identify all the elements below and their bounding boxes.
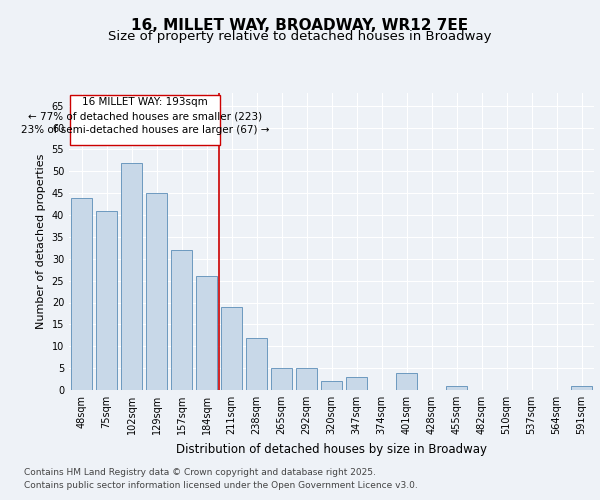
X-axis label: Distribution of detached houses by size in Broadway: Distribution of detached houses by size … [176, 442, 487, 456]
Text: 16 MILLET WAY: 193sqm: 16 MILLET WAY: 193sqm [82, 97, 208, 107]
Text: Contains HM Land Registry data © Crown copyright and database right 2025.: Contains HM Land Registry data © Crown c… [24, 468, 376, 477]
Bar [171, 250, 192, 390]
Text: ← 77% of detached houses are smaller (223): ← 77% of detached houses are smaller (22… [28, 112, 262, 122]
Text: Contains public sector information licensed under the Open Government Licence v3: Contains public sector information licen… [24, 480, 418, 490]
Text: 23% of semi-detached houses are larger (67) →: 23% of semi-detached houses are larger (… [21, 126, 269, 136]
Text: Size of property relative to detached houses in Broadway: Size of property relative to detached ho… [108, 30, 492, 43]
Text: 16, MILLET WAY, BROADWAY, WR12 7EE: 16, MILLET WAY, BROADWAY, WR12 7EE [131, 18, 469, 32]
Y-axis label: Number of detached properties: Number of detached properties [36, 154, 46, 329]
Bar [246, 338, 267, 390]
Bar [396, 372, 417, 390]
Bar [96, 210, 117, 390]
Bar [196, 276, 217, 390]
Bar [321, 381, 342, 390]
Bar [221, 307, 242, 390]
Bar [296, 368, 317, 390]
Bar [346, 377, 367, 390]
Bar [121, 162, 142, 390]
Bar [271, 368, 292, 390]
Bar [146, 193, 167, 390]
FancyBboxPatch shape [70, 94, 220, 145]
Bar [446, 386, 467, 390]
Bar [571, 386, 592, 390]
Bar [71, 198, 92, 390]
